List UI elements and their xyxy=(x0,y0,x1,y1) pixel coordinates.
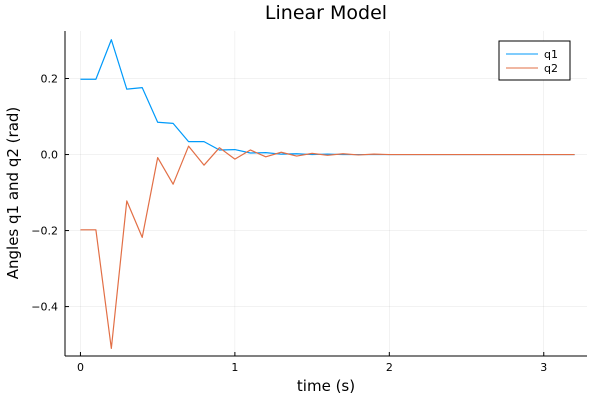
y-tick-label: −0.2 xyxy=(31,225,58,238)
legend-label-q1: q1 xyxy=(544,48,558,61)
x-tick-label: 3 xyxy=(540,361,547,374)
legend-box xyxy=(498,40,571,81)
series-line-q2 xyxy=(80,145,575,349)
x-tick-label: 0 xyxy=(77,361,84,374)
y-tick-label: 0.2 xyxy=(41,73,59,86)
x-tick-label: 2 xyxy=(386,361,393,374)
x-axis-title: time (s) xyxy=(297,377,355,395)
chart-title: Linear Model xyxy=(265,2,387,24)
x-tick-label: 1 xyxy=(231,361,238,374)
series-lines xyxy=(80,39,575,349)
y-axis-title: Angles q1 and q2 (rad) xyxy=(4,107,22,280)
legend: q1 q2 xyxy=(498,40,571,81)
y-tick-label: 0.0 xyxy=(41,149,59,162)
y-tick-label: −0.4 xyxy=(31,301,58,314)
ticks: 0 1 2 3 −0.4 −0.2 0.0 0.2 xyxy=(31,73,547,374)
legend-label-q2: q2 xyxy=(544,62,558,75)
